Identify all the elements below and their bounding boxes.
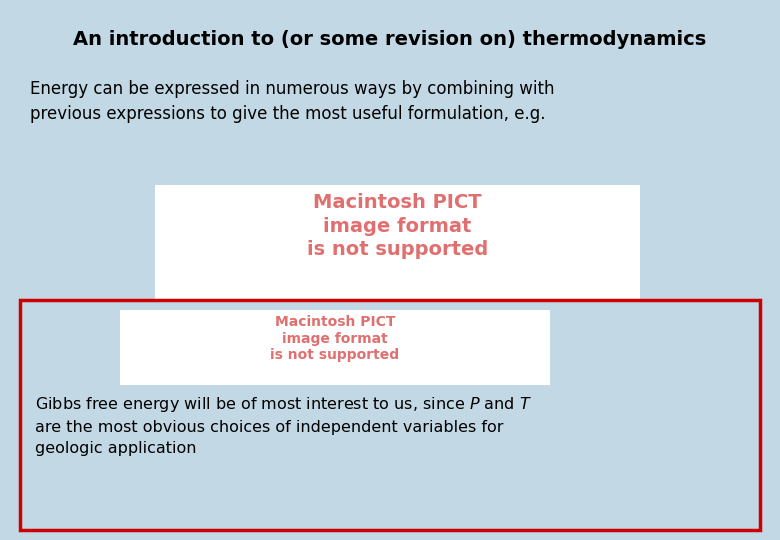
Bar <box>155 185 640 300</box>
Text: Gibbs free energy will be of most interest to us, since $\mathit{P}$ and $\mathi: Gibbs free energy will be of most intere… <box>35 395 532 456</box>
Bar <box>120 310 550 385</box>
Text: An introduction to (or some revision on) thermodynamics: An introduction to (or some revision on)… <box>73 30 707 49</box>
Text: Macintosh PICT
image format
is not supported: Macintosh PICT image format is not suppo… <box>307 193 488 259</box>
Text: Energy can be expressed in numerous ways by combining with
previous expressions : Energy can be expressed in numerous ways… <box>30 80 555 123</box>
Text: Macintosh PICT
image format
is not supported: Macintosh PICT image format is not suppo… <box>271 315 399 362</box>
Bar <box>20 300 760 530</box>
